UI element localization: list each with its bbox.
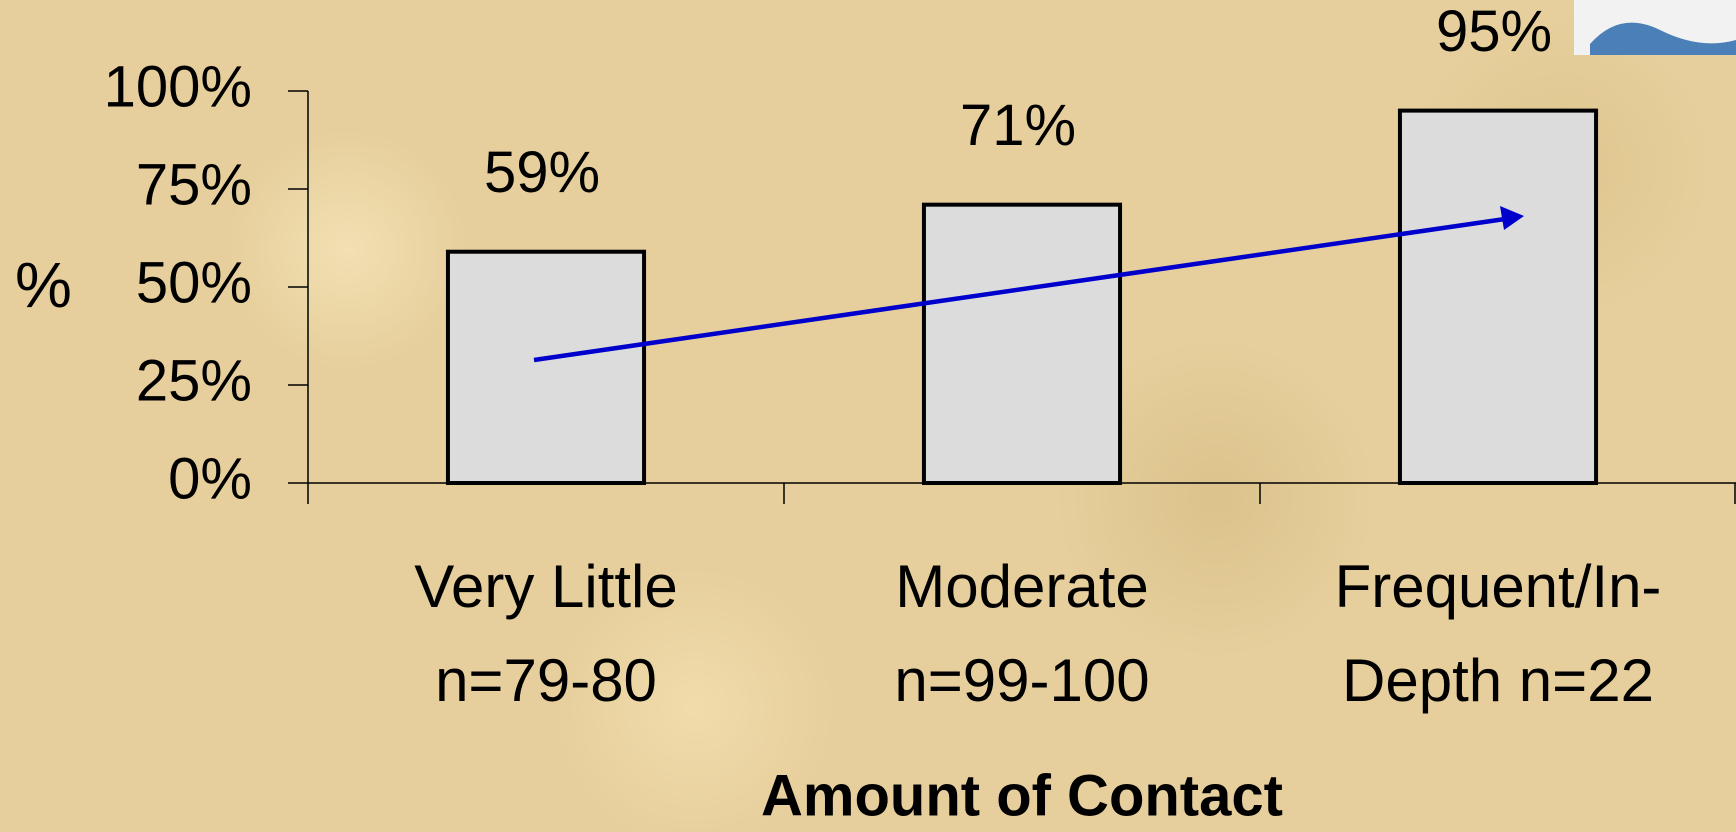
y-tick-label: 25%	[136, 348, 252, 413]
y-tick-label: 100%	[104, 54, 252, 119]
bar	[924, 205, 1120, 483]
bar	[448, 252, 644, 483]
value-label: 95%	[1436, 0, 1552, 64]
y-axis-label: %	[15, 249, 72, 321]
page: % Amount of Contact 0% 25% 50% 75% 100% 59% 71…	[0, 0, 1736, 832]
y-tick-label: 0%	[168, 446, 252, 511]
x-tick-label: Very Little n=79-80	[371, 540, 721, 728]
x-axis-label: Amount of Contact	[761, 763, 1283, 828]
value-label: 71%	[960, 93, 1076, 158]
value-label: 59%	[484, 140, 600, 205]
x-tick-label: Moderate n=99-100	[847, 540, 1197, 728]
y-tick-label: 75%	[136, 152, 252, 217]
y-tick-label: 50%	[136, 250, 252, 315]
bar	[1400, 111, 1596, 483]
x-tick-label: Frequent/In-Depth n=22	[1323, 540, 1673, 728]
